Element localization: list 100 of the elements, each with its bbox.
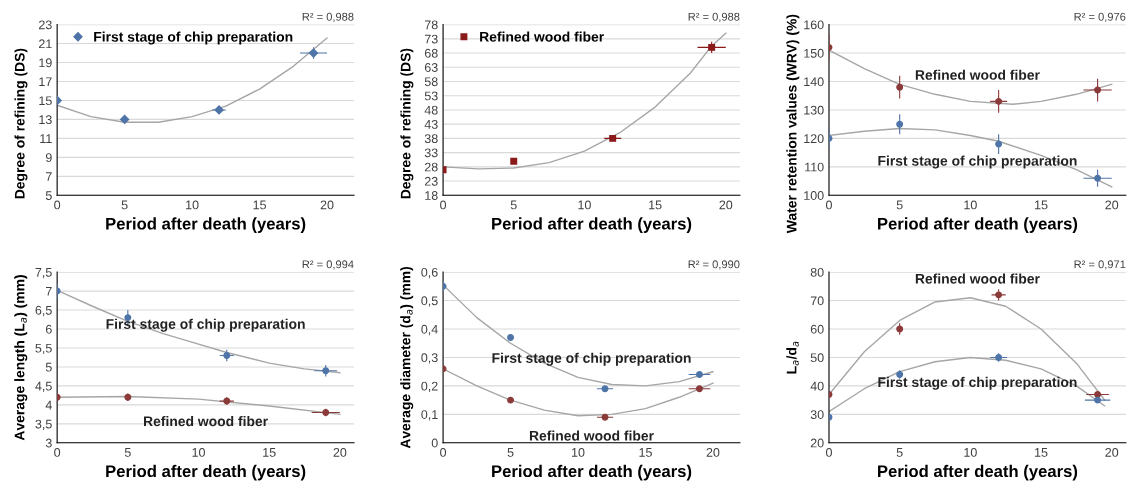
- y-tick-label: 6: [45, 324, 52, 334]
- x-tick-label: 5: [124, 448, 131, 457]
- text: R² = 0,988: [688, 12, 740, 23]
- x-tick-label: 10: [578, 200, 591, 210]
- y-tick-label: 150: [804, 48, 824, 58]
- y-axis-title: Degree of refining (DS): [14, 48, 28, 199]
- y-tick-label: 4: [45, 400, 52, 410]
- x-tick-label: 10: [192, 447, 205, 457]
- text: R² = 0,994: [302, 260, 354, 270]
- x-tick-label: 20: [1105, 447, 1119, 457]
- y-tick-label: 7: [45, 287, 52, 296]
- y-tick-label: 13: [39, 115, 52, 125]
- y-tick-label: 120: [804, 134, 824, 144]
- y-tick-label: 0,2: [421, 381, 438, 393]
- y-tick-label: 30: [810, 410, 824, 419]
- x-axis-title: Period after death (years): [106, 464, 306, 481]
- y-tick-label: 3,5: [35, 419, 52, 430]
- y-tick-label: 20: [810, 438, 824, 448]
- y-tick-label: 78: [424, 20, 438, 30]
- x-tick-label: 5: [507, 448, 514, 457]
- y-tick-label: 7: [45, 172, 52, 181]
- series-label: First stage of chip preparation: [878, 155, 1077, 169]
- y-tick-label: 43: [424, 119, 438, 129]
- x-tick-label: 5: [896, 200, 903, 210]
- x-tick-label: 20: [1105, 200, 1119, 210]
- x-tick-label: 5: [510, 200, 517, 210]
- y-tick-label: 17: [39, 77, 52, 87]
- y-tick-label: 50: [810, 353, 824, 363]
- x-tick-label: 15: [263, 448, 276, 457]
- text: R² = 0,976: [1074, 12, 1126, 23]
- text: R² = 0,971: [1074, 260, 1126, 270]
- x-tick-label: 0: [440, 200, 447, 210]
- y-tick-label: 3: [45, 438, 52, 448]
- x-tick-label: 15: [639, 448, 652, 457]
- x-tick-label: 15: [1035, 200, 1048, 210]
- x-tick-label: 0: [54, 200, 61, 210]
- y-tick-label: 0,1: [421, 410, 438, 421]
- y-tick-label: 130: [804, 105, 824, 115]
- series-label: Refined wood fiber: [915, 273, 1040, 284]
- y-tick-label: 140: [804, 77, 824, 87]
- x-tick-label: 15: [253, 200, 266, 210]
- x-tick-label: 5: [896, 448, 903, 457]
- y-tick-label: 68: [424, 48, 438, 58]
- y-axis-title: Degree of refining (DS): [400, 48, 414, 199]
- y-tick-label: 0: [431, 438, 438, 448]
- x-axis-title: Period after death (years): [492, 464, 692, 481]
- y-tick-label: 160: [804, 20, 824, 30]
- y-axis-title: Average diameter (d$_{a}$) (mm): [400, 266, 414, 449]
- y-tick-label: 100: [804, 191, 824, 200]
- y-axis-title: Average length (L$_{a}$) (mm): [14, 275, 28, 441]
- x-tick-label: 20: [320, 200, 334, 210]
- series-label: Refined wood fiber: [144, 416, 268, 427]
- y-tick-label: 40: [810, 381, 824, 391]
- legend-label: First stage of chip preparation: [94, 31, 293, 45]
- y-tick-label: 33: [424, 148, 438, 158]
- x-tick-label: 0: [826, 200, 832, 210]
- y-tick-label: 28: [424, 162, 438, 172]
- legend-label: Refined wood fiber: [480, 31, 604, 42]
- y-tick-label: 15: [39, 96, 52, 106]
- y-tick-label: 0,6: [421, 267, 438, 279]
- y-tick-label: 38: [424, 134, 438, 144]
- x-tick-label: 20: [706, 447, 720, 457]
- series-label: First stage of chip preparation: [106, 318, 305, 332]
- x-axis-title: Period after death (years): [492, 217, 692, 233]
- x-axis-title: Period after death (years): [878, 464, 1078, 481]
- y-tick-label: 53: [424, 91, 438, 101]
- x-tick-label: 10: [186, 200, 199, 210]
- series-label: Refined wood fiber: [915, 69, 1040, 80]
- series-label: First stage of chip preparation: [878, 376, 1077, 390]
- series-label: Refined wood fiber: [529, 430, 654, 441]
- y-tick-label: 60: [810, 324, 824, 334]
- y-tick-label: 0,3: [421, 353, 438, 364]
- y-tick-label: 5: [45, 362, 52, 372]
- y-tick-label: 73: [424, 34, 438, 44]
- y-tick-label: 23: [39, 20, 52, 30]
- y-tick-label: 110: [805, 162, 824, 172]
- x-tick-label: 10: [964, 200, 977, 210]
- y-tick-label: 18: [425, 191, 438, 200]
- y-tick-label: 48: [424, 105, 438, 115]
- x-tick-label: 5: [121, 200, 128, 210]
- x-tick-label: 0: [54, 447, 61, 457]
- x-tick-label: 15: [1035, 448, 1048, 457]
- y-tick-label: 23: [424, 176, 438, 186]
- y-axis-title: L$_{a}$/d$_{a}$: [786, 341, 799, 374]
- y-tick-label: 58: [424, 77, 438, 87]
- y-tick-label: 21: [39, 39, 52, 49]
- y-tick-label: 0,4: [421, 324, 438, 336]
- x-tick-label: 0: [440, 447, 447, 457]
- y-tick-label: 5,5: [35, 343, 52, 355]
- x-tick-label: 10: [964, 447, 977, 457]
- text: R² = 0,988: [302, 12, 354, 23]
- y-tick-label: 11: [40, 134, 52, 143]
- series-label: First stage of chip preparation: [492, 352, 691, 366]
- text: R² = 0,990: [688, 260, 740, 270]
- y-tick-label: 9: [45, 153, 52, 163]
- y-tick-label: 4,5: [35, 381, 52, 393]
- x-tick-label: 10: [572, 447, 585, 457]
- x-axis-title: Period after death (years): [878, 217, 1078, 233]
- x-tick-label: 0: [826, 447, 832, 457]
- y-axis-title: Water retention values (WRV) (%): [786, 14, 800, 234]
